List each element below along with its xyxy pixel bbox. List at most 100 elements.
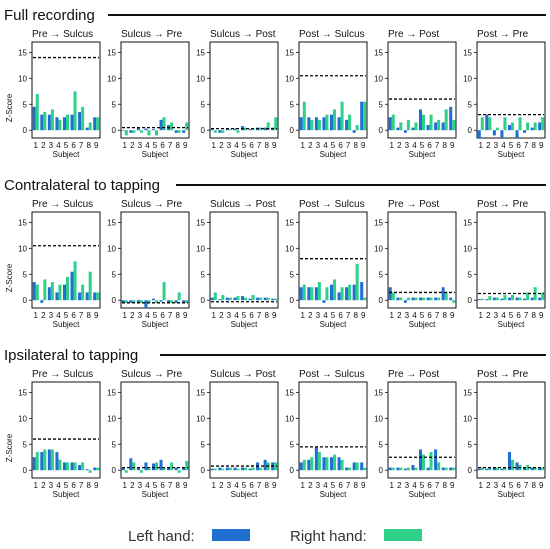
bar-right-hand [228,297,232,301]
panel-title: Pre → Post [388,369,439,380]
bar-left-hand [70,114,74,131]
bar-right-hand [58,119,62,131]
bar-left-hand [159,119,163,131]
bar-right-hand [363,101,367,131]
bar-left-hand [225,297,229,301]
bar-left-hand [299,117,303,131]
y-tick-label: 5 [468,100,473,109]
x-tick-label: 7 [257,311,262,320]
bar-right-hand [132,300,136,303]
bar-left-hand [441,122,445,131]
bar-right-hand [170,300,174,303]
bar-left-hand [62,462,66,471]
x-tick-label: 3 [138,311,143,320]
x-tick-label: 5 [64,311,69,320]
panel-title: Sulcus → Pre [121,29,183,40]
bar-left-hand [515,297,519,301]
panel-title: Sulcus → Post [210,369,276,380]
x-tick-label: 6 [71,481,76,490]
bar-right-hand [406,467,410,471]
bar-right-hand [124,470,128,473]
panel-frame [298,211,368,309]
bar-right-hand [58,459,62,471]
bar-right-hand [66,462,70,471]
x-tick-label: 5 [242,311,247,320]
y-tick-label: 5 [23,440,28,449]
x-axis-label: Subject [142,150,169,159]
y-tick-label: 10 [107,74,116,83]
bar-right-hand [302,101,306,131]
x-tick-label: 8 [86,311,91,320]
bar-left-hand [136,467,140,471]
bar-left-hand [449,297,453,301]
bar-right-hand [259,297,263,301]
bar-left-hand [225,467,229,471]
bar-right-hand [488,117,492,131]
bar-right-hand [422,454,426,471]
bar-left-hand [233,128,237,131]
bar-right-hand [391,292,395,301]
x-tick-label: 1 [212,481,217,490]
panel-frame [476,41,546,139]
bar-right-hand [81,284,85,301]
y-tick-label: 10 [196,414,205,423]
panel-frame [387,211,457,309]
bar-left-hand [411,465,415,471]
panel-title: Pre → Sulcus [32,29,93,40]
bar-left-hand [322,457,326,471]
bar-right-hand [162,117,166,131]
bar-right-hand [147,467,151,471]
bar-left-hand [55,452,59,471]
bar-left-hand [248,298,252,301]
bar-right-hand [162,282,166,301]
bar-left-hand [403,468,407,471]
y-tick-label: 10 [285,244,294,253]
x-tick-label: 7 [524,311,529,320]
x-tick-label: 6 [160,311,165,320]
bar-right-hand [96,117,100,131]
y-tick-label: 5 [112,100,117,109]
x-axis-label: Subject [53,150,80,159]
bar-left-hand [70,462,74,471]
bar-right-hand [244,127,248,131]
bar-left-hand [218,467,222,471]
y-tick-label: 5 [468,440,473,449]
bar-left-hand [477,299,481,301]
x-tick-label: 2 [41,311,46,320]
x-tick-label: 4 [56,311,61,320]
bar-left-hand [538,122,542,131]
bar-left-hand [151,463,155,471]
bar-left-hand [523,130,527,133]
bar-left-hand [396,127,400,131]
bar-left-hand [360,282,364,301]
bar-left-hand [403,300,407,303]
x-tick-label: 9 [539,481,544,490]
y-tick-label: 15 [18,218,27,227]
bar-right-hand [185,460,189,471]
bar-right-hand [480,117,484,131]
y-tick-label: 15 [374,218,383,227]
bar-left-hand [523,298,527,301]
y-tick-label: 0 [201,296,206,305]
legend-right-swatch [384,529,422,541]
bar-left-hand [62,117,66,131]
y-tick-label: 15 [107,48,116,57]
bar-left-hand [144,462,148,471]
bar-right-hand [302,284,306,301]
bar-left-hand [233,297,237,301]
y-tick-label: 5 [290,100,295,109]
y-tick-label: 0 [201,466,206,475]
x-tick-label: 6 [71,311,76,320]
bar-right-hand [533,467,537,471]
x-tick-label: 6 [427,311,432,320]
bar-right-hand [325,457,329,471]
panel-frame [31,41,101,139]
bar-left-hand [55,117,59,131]
y-tick-label: 10 [374,244,383,253]
x-tick-label: 3 [227,481,232,490]
bar-right-hand [348,114,352,131]
y-tick-label: 15 [285,388,294,397]
